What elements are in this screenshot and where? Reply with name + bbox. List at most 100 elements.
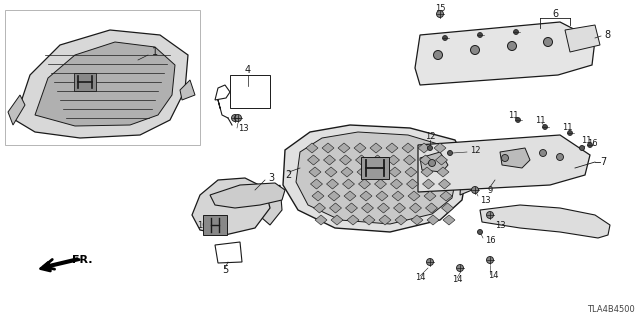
Text: 12: 12	[425, 132, 435, 140]
Text: 8: 8	[604, 30, 610, 40]
Text: 10: 10	[197, 220, 207, 229]
Polygon shape	[262, 185, 282, 225]
Polygon shape	[306, 143, 318, 153]
Polygon shape	[370, 143, 382, 153]
Polygon shape	[74, 73, 96, 91]
Polygon shape	[322, 143, 334, 153]
Circle shape	[442, 36, 447, 41]
Polygon shape	[192, 178, 270, 235]
Text: 14: 14	[452, 276, 463, 284]
Polygon shape	[376, 191, 388, 201]
Polygon shape	[355, 155, 367, 165]
Text: TLA4B4500: TLA4B4500	[588, 305, 635, 314]
Polygon shape	[362, 203, 374, 213]
Polygon shape	[363, 215, 375, 225]
Text: 11: 11	[581, 135, 591, 145]
Polygon shape	[420, 152, 448, 172]
Text: FR.: FR.	[72, 255, 93, 265]
Circle shape	[428, 146, 433, 150]
Polygon shape	[480, 205, 610, 238]
Polygon shape	[15, 30, 188, 138]
Polygon shape	[203, 215, 227, 235]
Polygon shape	[310, 179, 323, 189]
Polygon shape	[379, 215, 391, 225]
Polygon shape	[5, 10, 200, 145]
Polygon shape	[371, 155, 383, 165]
Polygon shape	[314, 203, 326, 213]
Text: 11: 11	[535, 116, 545, 124]
Polygon shape	[339, 155, 351, 165]
Polygon shape	[378, 203, 390, 213]
Circle shape	[502, 155, 509, 162]
Polygon shape	[283, 125, 468, 232]
Polygon shape	[435, 155, 447, 165]
Circle shape	[433, 51, 442, 60]
Text: 16: 16	[587, 139, 598, 148]
Polygon shape	[230, 75, 270, 108]
Polygon shape	[360, 191, 372, 201]
Polygon shape	[403, 155, 415, 165]
Polygon shape	[331, 215, 343, 225]
Polygon shape	[442, 203, 454, 213]
Text: 7: 7	[600, 157, 606, 167]
Polygon shape	[460, 165, 475, 195]
Circle shape	[426, 259, 433, 266]
Circle shape	[436, 11, 444, 18]
Text: 9: 9	[488, 186, 493, 195]
Polygon shape	[361, 157, 389, 179]
Polygon shape	[395, 215, 407, 225]
Polygon shape	[315, 215, 327, 225]
Text: 1: 1	[152, 47, 158, 57]
Polygon shape	[210, 183, 285, 208]
Polygon shape	[387, 155, 399, 165]
Polygon shape	[424, 191, 436, 201]
Polygon shape	[341, 167, 353, 177]
Circle shape	[472, 187, 479, 194]
Polygon shape	[373, 167, 385, 177]
Polygon shape	[418, 143, 430, 153]
Polygon shape	[325, 167, 337, 177]
Text: 5: 5	[222, 265, 228, 275]
Polygon shape	[323, 155, 335, 165]
Polygon shape	[358, 179, 371, 189]
Polygon shape	[347, 215, 359, 225]
Polygon shape	[565, 25, 600, 52]
Polygon shape	[443, 215, 455, 225]
Polygon shape	[296, 132, 458, 224]
Polygon shape	[389, 167, 401, 177]
Circle shape	[515, 117, 520, 123]
Polygon shape	[215, 242, 242, 263]
Circle shape	[543, 124, 547, 130]
Circle shape	[477, 33, 483, 37]
Polygon shape	[440, 191, 452, 201]
Polygon shape	[346, 203, 358, 213]
Polygon shape	[357, 167, 369, 177]
Polygon shape	[422, 179, 435, 189]
Polygon shape	[419, 155, 431, 165]
Polygon shape	[180, 80, 195, 100]
Polygon shape	[307, 155, 319, 165]
Polygon shape	[338, 143, 350, 153]
Polygon shape	[408, 191, 420, 201]
Polygon shape	[437, 167, 449, 177]
Polygon shape	[392, 191, 404, 201]
Text: 15: 15	[435, 4, 445, 12]
Circle shape	[477, 229, 483, 235]
Polygon shape	[427, 215, 439, 225]
Circle shape	[234, 115, 241, 122]
Circle shape	[540, 149, 547, 156]
Polygon shape	[35, 42, 175, 126]
Circle shape	[486, 257, 493, 263]
Circle shape	[232, 115, 239, 122]
Polygon shape	[8, 95, 25, 125]
Circle shape	[557, 154, 563, 161]
Polygon shape	[309, 167, 321, 177]
Circle shape	[486, 212, 493, 219]
Polygon shape	[418, 135, 590, 192]
Text: 16: 16	[485, 236, 495, 244]
Polygon shape	[354, 143, 366, 153]
Polygon shape	[312, 191, 324, 201]
Polygon shape	[390, 179, 403, 189]
Polygon shape	[406, 179, 419, 189]
Polygon shape	[386, 143, 398, 153]
